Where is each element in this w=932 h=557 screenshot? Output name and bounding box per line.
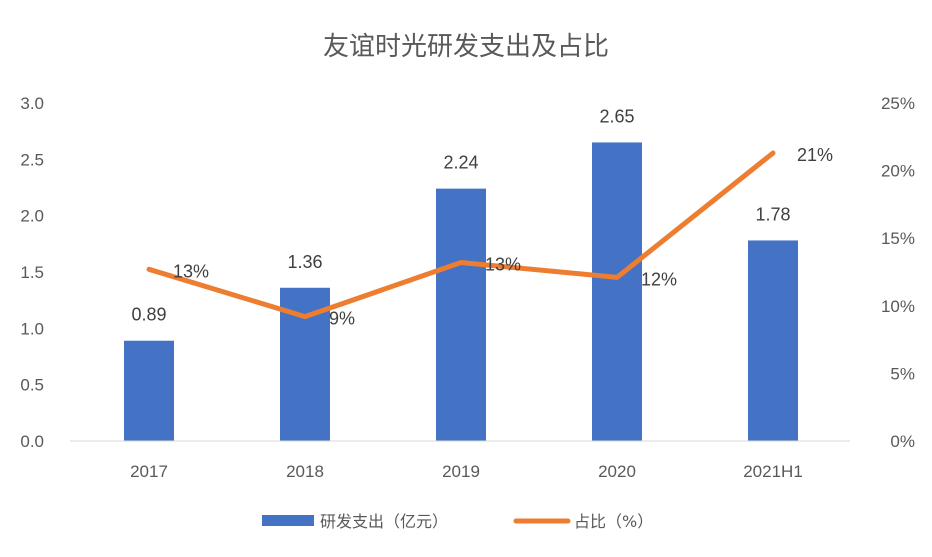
y-left-tick-label: 1.0 xyxy=(20,319,44,338)
line-data-label: 13% xyxy=(485,255,521,275)
legend-swatch-bar xyxy=(262,515,314,526)
bar-data-label: 1.36 xyxy=(287,252,322,272)
x-tick-label: 2021H1 xyxy=(743,462,803,481)
bar-data-label: 2.24 xyxy=(443,153,478,173)
x-tick-label: 2017 xyxy=(130,462,168,481)
y-right-tick-label: 0% xyxy=(890,432,915,451)
legend: 研发支出（亿元） 占比（%） xyxy=(262,512,653,531)
y-right-tick-label: 10% xyxy=(881,297,915,316)
y-right-tick-label: 20% xyxy=(881,162,915,181)
bar-data-label: 0.89 xyxy=(131,305,166,325)
x-tick-label: 2020 xyxy=(598,462,636,481)
bar-data-label: 1.78 xyxy=(755,204,790,224)
y-right-tick-label: 25% xyxy=(881,94,915,113)
chart-title: 友谊时光研发支出及占比 xyxy=(323,32,609,62)
y-left-tick-label: 2.0 xyxy=(20,207,44,226)
bar-data-label: 2.65 xyxy=(599,106,634,126)
y-left-tick-label: 0.0 xyxy=(20,432,44,451)
line-data-label: 13% xyxy=(173,261,209,281)
y-left-tick-label: 1.5 xyxy=(20,263,44,282)
y-right-tick-label: 15% xyxy=(881,229,915,248)
bar xyxy=(748,240,798,441)
bar xyxy=(592,142,642,441)
y-left-tick-label: 0.5 xyxy=(20,376,44,395)
x-tick-label: 2019 xyxy=(442,462,480,481)
line-data-label: 12% xyxy=(641,269,677,289)
y-left-tick-label: 2.5 xyxy=(20,150,44,169)
bar xyxy=(124,340,174,441)
line-data-label: 21% xyxy=(797,145,833,165)
bar xyxy=(436,188,486,441)
line-data-label: 9% xyxy=(329,309,355,329)
y-right-tick-label: 5% xyxy=(890,364,915,383)
x-tick-label: 2018 xyxy=(286,462,324,481)
y-left-tick-label: 3.0 xyxy=(20,94,44,113)
legend-label-bar: 研发支出（亿元） xyxy=(320,512,448,531)
legend-label-line: 占比（%） xyxy=(574,512,653,531)
